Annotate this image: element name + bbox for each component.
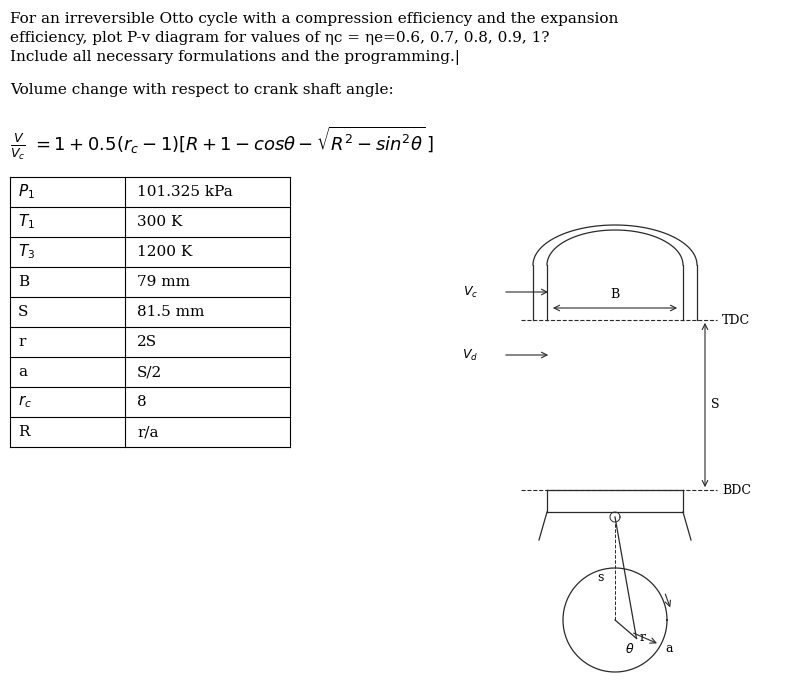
Text: a: a (666, 642, 673, 655)
Text: B: B (610, 288, 620, 301)
Text: Include all necessary formulations and the programming.|: Include all necessary formulations and t… (10, 50, 460, 65)
Text: a: a (18, 365, 27, 379)
Text: 300 K: 300 K (137, 215, 183, 229)
Text: S: S (711, 398, 720, 411)
Text: $V_c$: $V_c$ (463, 284, 478, 300)
Text: 8: 8 (137, 395, 147, 409)
Text: $T_3$: $T_3$ (18, 243, 35, 261)
Text: R: R (18, 425, 30, 439)
Text: r: r (18, 335, 26, 349)
Text: 1200 K: 1200 K (137, 245, 192, 259)
Text: s: s (597, 571, 604, 584)
Text: $\theta$: $\theta$ (625, 642, 634, 656)
Text: TDC: TDC (722, 313, 750, 327)
Text: 79 mm: 79 mm (137, 275, 190, 289)
Text: Volume change with respect to crank shaft angle:: Volume change with respect to crank shaf… (10, 83, 394, 97)
Text: 81.5 mm: 81.5 mm (137, 305, 204, 319)
Text: 2S: 2S (137, 335, 157, 349)
Text: $r_c$: $r_c$ (18, 393, 32, 410)
Text: $\frac{V}{V_c}$ $= 1 + 0.5(r_c - 1)[R + 1 - cos\theta - \sqrt{R^2 - sin^2\theta}: $\frac{V}{V_c}$ $= 1 + 0.5(r_c - 1)[R + … (10, 125, 434, 162)
Text: S/2: S/2 (137, 365, 163, 379)
Text: BDC: BDC (722, 484, 751, 496)
Text: For an irreversible Otto cycle with a compression efficiency and the expansion: For an irreversible Otto cycle with a co… (10, 12, 618, 26)
Text: $V_d$: $V_d$ (462, 348, 478, 363)
Text: B: B (18, 275, 29, 289)
Text: r: r (640, 630, 646, 644)
Text: r/a: r/a (137, 425, 159, 439)
Text: $P_1$: $P_1$ (18, 183, 35, 202)
Text: efficiency, plot P-v diagram for values of ηc = ηe=0.6, 0.7, 0.8, 0.9, 1?: efficiency, plot P-v diagram for values … (10, 31, 550, 45)
Text: S: S (18, 305, 28, 319)
Text: $T_1$: $T_1$ (18, 213, 35, 231)
Text: 101.325 kPa: 101.325 kPa (137, 185, 233, 199)
